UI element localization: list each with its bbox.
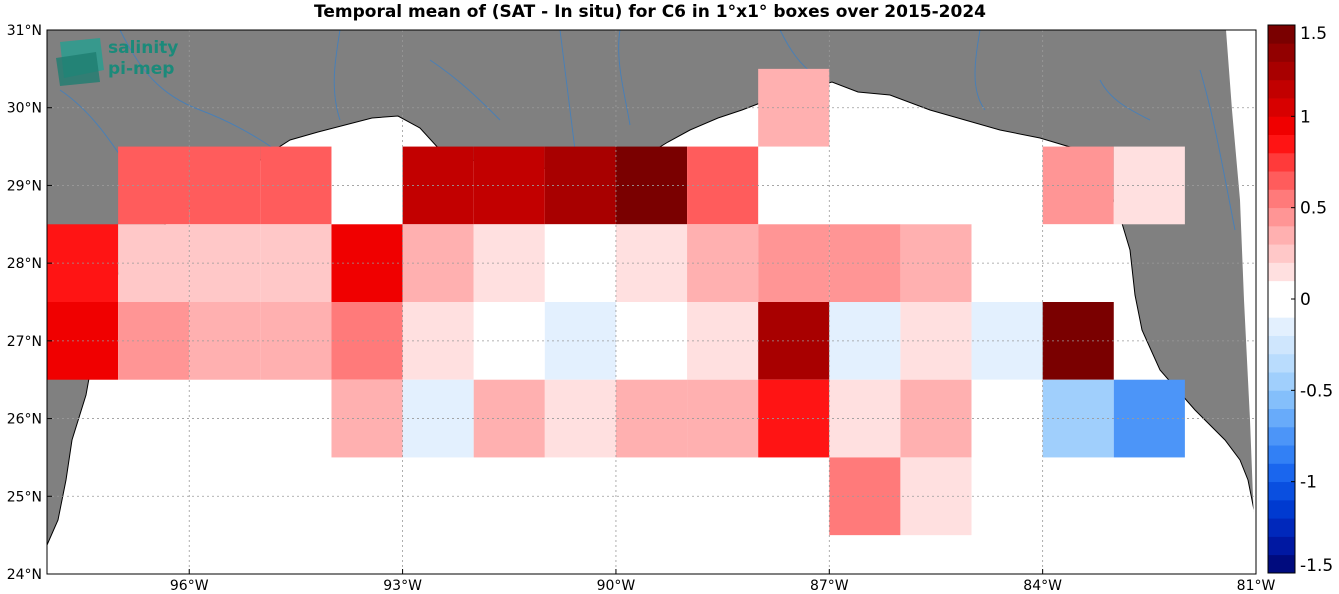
bias-cell [260, 302, 332, 380]
bias-cell [473, 302, 545, 380]
colorbar-segment [1268, 499, 1295, 519]
bias-cell [189, 146, 261, 225]
colorbar-tick-label: 1 [1300, 107, 1311, 127]
bias-cell [473, 379, 545, 458]
colorbar-segment [1268, 372, 1295, 391]
bias-cell [473, 224, 545, 302]
colorbar [1267, 24, 1296, 574]
bias-cell [900, 302, 972, 380]
colorbar-segment [1268, 207, 1295, 227]
colorbar-segment [1268, 79, 1295, 99]
colorbar-segment [1268, 98, 1295, 117]
bias-cell [189, 302, 261, 380]
colorbar-segment [1268, 171, 1295, 190]
y-tick-label: 24°N [7, 567, 42, 583]
bias-cell [473, 146, 545, 225]
colorbar-segment [1268, 536, 1295, 556]
chart-title: Temporal mean of (SAT - In situ) for C6 … [314, 2, 986, 22]
bias-cell [544, 302, 616, 380]
colorbar-tick-label: 0.5 [1300, 199, 1327, 219]
colorbar-segment [1268, 335, 1295, 355]
logo-line-1: salinity [108, 38, 178, 58]
bias-cell [260, 146, 332, 225]
bias-cell [615, 146, 688, 225]
bias-cell [615, 224, 688, 302]
bias-cell [829, 302, 901, 380]
bias-cell [544, 379, 616, 458]
colorbar-tick-label: 0 [1300, 290, 1311, 310]
bias-cell [900, 379, 972, 458]
colorbar-tick-label: -1 [1300, 473, 1317, 493]
x-tick-label: 93°W [383, 578, 422, 594]
salinity-bias-cells [47, 68, 1185, 536]
x-tick-label: 90°W [597, 578, 636, 594]
bias-cell [1113, 146, 1185, 225]
colorbar-segment [1268, 61, 1295, 81]
logo-icon-layer [56, 52, 100, 86]
colorbar-segment [1268, 244, 1295, 263]
colorbar-tick-label: -0.5 [1300, 381, 1333, 401]
bias-cell [544, 146, 616, 225]
bias-cell [260, 224, 332, 302]
colorbar-segment [1268, 317, 1295, 336]
colorbar-segment [1268, 299, 1295, 318]
colorbar-segment [1268, 463, 1295, 483]
bias-cell [900, 224, 972, 302]
salinity-pi-mep-logo: salinity pi-mep [56, 38, 178, 86]
colorbar-segment [1268, 445, 1295, 464]
x-tick-labels: 96°W 93°W 90°W 87°W 84°W 81°W [170, 569, 1276, 594]
y-tick-label: 31°N [7, 23, 42, 39]
colorbar-segment [1268, 353, 1295, 373]
colorbar-tick-label: 1.5 [1300, 24, 1327, 44]
y-tick-label: 27°N [7, 334, 42, 350]
bias-cell [829, 457, 901, 536]
colorbar-segment [1268, 481, 1295, 501]
colorbar-segment [1268, 554, 1295, 574]
y-tick-label: 30°N [7, 101, 42, 117]
bias-cell [615, 302, 688, 380]
colorbar-segment [1268, 152, 1295, 172]
rivers [59, 29, 1236, 231]
x-tick-label: 96°W [170, 578, 209, 594]
y-tick-label: 26°N [7, 412, 42, 428]
colorbar-segment [1268, 390, 1295, 409]
colorbar-segment [1268, 280, 1295, 300]
bias-cell [829, 224, 901, 302]
colorbar-segment [1268, 25, 1295, 44]
y-tick-label: 25°N [7, 489, 42, 505]
x-tick-label: 81°W [1237, 578, 1276, 594]
colorbar-segment [1268, 43, 1295, 62]
colorbar-segment [1268, 116, 1295, 135]
y-tick-label: 29°N [7, 178, 42, 194]
bias-cell [544, 224, 616, 302]
logo-line-2: pi-mep [108, 59, 174, 79]
bias-cell [189, 224, 261, 302]
y-tick-label: 28°N [7, 256, 42, 272]
atlantic-ocean [1226, 30, 1256, 574]
x-tick-label: 87°W [810, 578, 849, 594]
bias-cell [615, 379, 688, 458]
colorbar-segment [1268, 262, 1295, 282]
colorbar-segment [1268, 518, 1295, 537]
colorbar-segment [1268, 189, 1295, 209]
colorbar-segment [1268, 225, 1295, 245]
colorbar-segment [1268, 408, 1295, 428]
colorbar-segment [1268, 426, 1295, 446]
bias-cell [1113, 379, 1185, 458]
colorbar-tick-labels: 1.5 1 0.5 0 -0.5 -1 -1.5 [1291, 24, 1333, 576]
bias-cell [900, 457, 972, 536]
colorbar-tick-label: -1.5 [1300, 556, 1333, 576]
y-tick-labels: 24°N 25°N 26°N 27°N 28°N 29°N 30°N 31°N [7, 23, 52, 583]
map-frame [46, 29, 1257, 575]
x-tick-label: 84°W [1023, 578, 1062, 594]
colorbar-segment [1268, 134, 1295, 154]
bias-cell [829, 379, 901, 458]
